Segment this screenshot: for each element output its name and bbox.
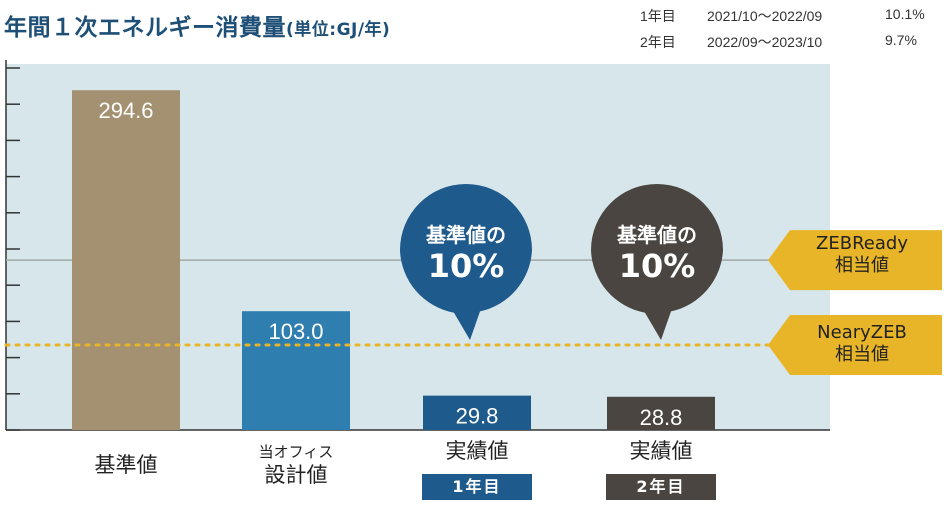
period-range: 2022/09〜2023/10 xyxy=(707,34,823,50)
bar-actual-2 xyxy=(607,396,715,430)
period-label: 2年目 xyxy=(640,34,676,50)
bubble-text-2: 基準値の 10% xyxy=(617,223,697,285)
bar-design xyxy=(242,311,350,430)
period-row-2: 2年目 2022/09〜2023/10 9.7% xyxy=(640,32,940,50)
period-rate: 9.7% xyxy=(885,32,917,48)
chart-title-unit: (単位:GJ/年) xyxy=(286,20,391,40)
bar-value-label: 29.8 xyxy=(456,404,499,429)
tag-text-nearlyzeb: NearyZEB 相当値 xyxy=(817,322,907,365)
bar-base xyxy=(72,90,180,430)
period-row-1: 1年目 2021/10〜2022/09 10.1% xyxy=(640,6,940,24)
chart-title-main: 年間１次エネルギー消費量 xyxy=(4,15,286,41)
year-badge-2: 2年目 xyxy=(606,474,716,500)
bubble-actual-2 xyxy=(591,184,723,340)
category-label-actual-1: 実績値 xyxy=(445,439,509,463)
period-label: 1年目 xyxy=(640,8,676,24)
bubble-actual-1 xyxy=(400,184,532,340)
category-label-actual-2: 実績値 xyxy=(629,439,693,463)
bar-value-label: 28.8 xyxy=(640,405,683,430)
period-range: 2021/10〜2022/09 xyxy=(707,8,823,24)
bar-actual-1 xyxy=(423,395,531,430)
year-badge-1: 1年目 xyxy=(422,474,532,500)
category-label-base: 基準値 xyxy=(94,453,158,477)
chart-title: 年間１次エネルギー消費量(単位:GJ/年) xyxy=(4,8,390,42)
bubble-text-1: 基準値の 10% xyxy=(426,223,506,285)
tag-zebready xyxy=(768,230,942,291)
period-rate: 10.1% xyxy=(885,6,925,22)
category-label-design: 当オフィス 設計値 xyxy=(258,443,334,487)
bar-value-label: 103.0 xyxy=(268,319,323,344)
bar-value-label: 294.6 xyxy=(98,98,153,123)
tag-text-zebready: ZEBReady 相当値 xyxy=(816,233,908,276)
tag-nearlyzeb xyxy=(768,315,942,376)
